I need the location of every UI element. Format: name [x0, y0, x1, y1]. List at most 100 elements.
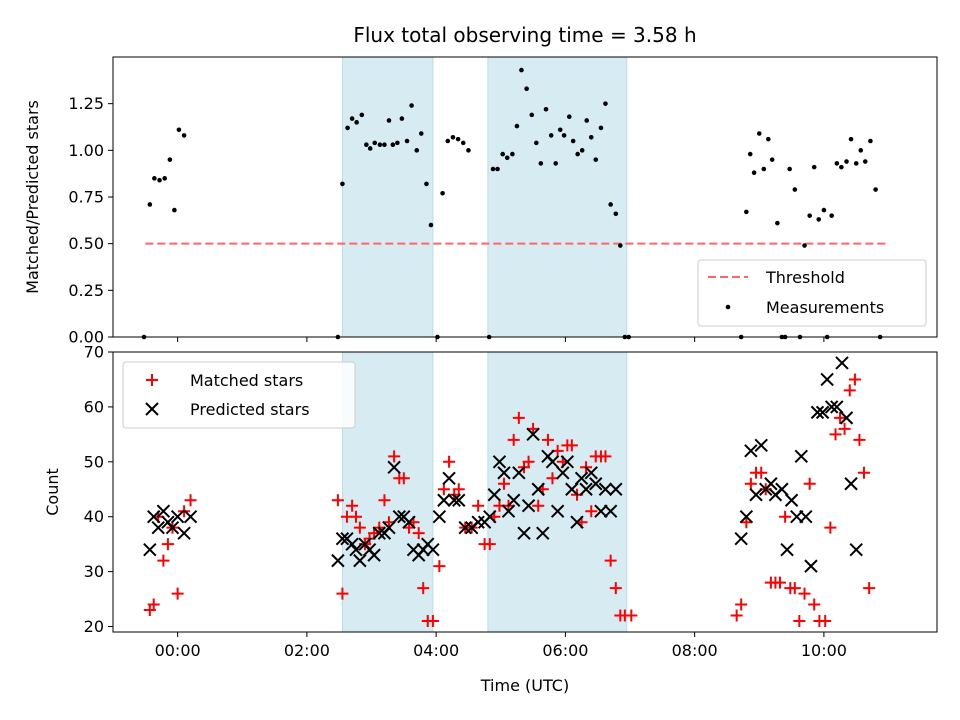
predicted-stars-point: [517, 526, 531, 540]
matched-stars-point: [507, 433, 520, 446]
matched-stars-point: [433, 560, 446, 573]
predicted-stars-point: [835, 356, 849, 370]
predicted-stars-point: [331, 553, 345, 568]
predicted-stars-point: [402, 515, 416, 529]
predicted-stars-point: [775, 482, 789, 496]
predicted-stars-point: [839, 411, 854, 425]
bottom-xtick-label: 10:00: [801, 641, 847, 660]
measurement-point: [575, 151, 580, 157]
measurement-point: [490, 166, 496, 172]
predicted-stars-point: [458, 520, 472, 535]
predicted-stars-point: [830, 400, 844, 414]
predicted-stars-point: [143, 542, 157, 557]
measurement-point: [428, 222, 434, 228]
predicted-stars-point: [492, 455, 507, 469]
matched-stars-point: [755, 466, 768, 479]
legend-matched-swatch: [146, 374, 158, 386]
predicted-stars-point: [589, 477, 603, 491]
matched-stars-point: [346, 499, 359, 512]
predicted-stars-point: [353, 553, 367, 568]
matched-stars-point: [522, 455, 535, 468]
measurement-point: [514, 123, 520, 129]
predicted-stars-point: [739, 509, 754, 524]
bottom-xtick-label: 04:00: [413, 641, 459, 660]
matched-stars-point: [349, 510, 362, 523]
predicted-stars-point: [815, 405, 830, 420]
matched-stars-point: [472, 499, 485, 512]
predicted-stars-point: [799, 509, 813, 524]
predicted-stars-point: [824, 400, 839, 414]
measurement-point: [868, 138, 873, 144]
bottom-ytick-label: 70: [84, 343, 104, 362]
bottom-xtick-label: 02:00: [284, 641, 330, 660]
matched-stars-point: [378, 494, 391, 507]
measurement-point: [152, 176, 157, 181]
matched-stars-point: [412, 527, 425, 540]
predicted-stars-point: [372, 526, 386, 540]
measurement-point: [557, 127, 563, 133]
predicted-stars-point: [367, 548, 381, 562]
measurement-point: [613, 211, 619, 217]
bottom-shaded-interval: [487, 351, 628, 633]
matched-stars-point: [779, 510, 792, 523]
measurement-point: [853, 161, 859, 166]
matched-stars-point: [803, 477, 816, 490]
measurement-point: [349, 116, 355, 121]
measurement-point: [579, 148, 585, 153]
predicted-stars-point: [579, 482, 593, 496]
bottom-ytick-label: 30: [84, 562, 104, 581]
top-ytick-label: 1.25: [68, 94, 104, 113]
measurement-point: [510, 151, 515, 157]
matched-stars-point: [417, 582, 430, 595]
top-y-axis-ticks: 0.00 0.25 0.50 0.75 1.00 1.25: [68, 94, 113, 347]
predicted-stars-point: [570, 515, 584, 529]
matched-stars-point: [157, 554, 170, 567]
measurement-point: [395, 140, 400, 146]
matched-stars-point: [161, 538, 174, 551]
top-shaded-interval: [341, 56, 434, 338]
measurement-point: [751, 170, 757, 176]
bottom-xtick-label: 00:00: [155, 641, 201, 660]
predicted-stars-point: [804, 559, 818, 573]
legend-threshold-label: Threshold: [765, 268, 845, 287]
measurement-point: [450, 134, 456, 140]
measurement-point: [618, 243, 623, 248]
measurement-point: [176, 127, 182, 133]
bottom-ytick-label: 50: [84, 452, 104, 471]
measurement-point: [834, 161, 840, 166]
matched-stars-point: [599, 450, 612, 463]
top-legend: Threshold Measurements: [697, 259, 927, 327]
matched-stars-point: [730, 609, 743, 622]
predicted-stars-point: [442, 471, 456, 485]
measurement-point: [792, 187, 798, 192]
measurement-point: [829, 213, 834, 218]
matched-stars-point: [744, 477, 757, 490]
measurement-point: [162, 176, 168, 181]
measurement-point: [181, 133, 187, 138]
bottom-shaded-interval: [341, 351, 434, 633]
predicted-stars-point: [165, 520, 180, 535]
matched-stars-point: [838, 422, 851, 435]
matched-stars-point: [184, 494, 197, 507]
predicted-stars-point: [810, 405, 825, 420]
measurement-point: [538, 161, 544, 166]
measurement-point: [390, 142, 396, 148]
matched-stars-point: [609, 582, 622, 595]
matched-stars-point: [483, 538, 496, 551]
predicted-stars-point: [598, 482, 613, 496]
legend-predicted-label: Predicted stars: [190, 400, 310, 419]
bottom-ytick-label: 40: [84, 507, 104, 526]
predicted-stars-point: [594, 504, 608, 518]
matched-stars-point: [788, 582, 801, 595]
measurement-point: [821, 207, 827, 213]
matched-stars-point: [585, 505, 598, 518]
measurement-point: [858, 148, 864, 153]
measurement-point: [504, 155, 510, 161]
bottom-ytick-label: 20: [84, 617, 104, 636]
predicted-stars-point: [764, 477, 778, 491]
matched-stars-point: [625, 609, 638, 622]
matched-stars-point: [740, 516, 753, 529]
measurement-point: [364, 142, 369, 148]
matched-stars-point: [532, 499, 545, 512]
bottom-xtick-label: 08:00: [672, 641, 718, 660]
